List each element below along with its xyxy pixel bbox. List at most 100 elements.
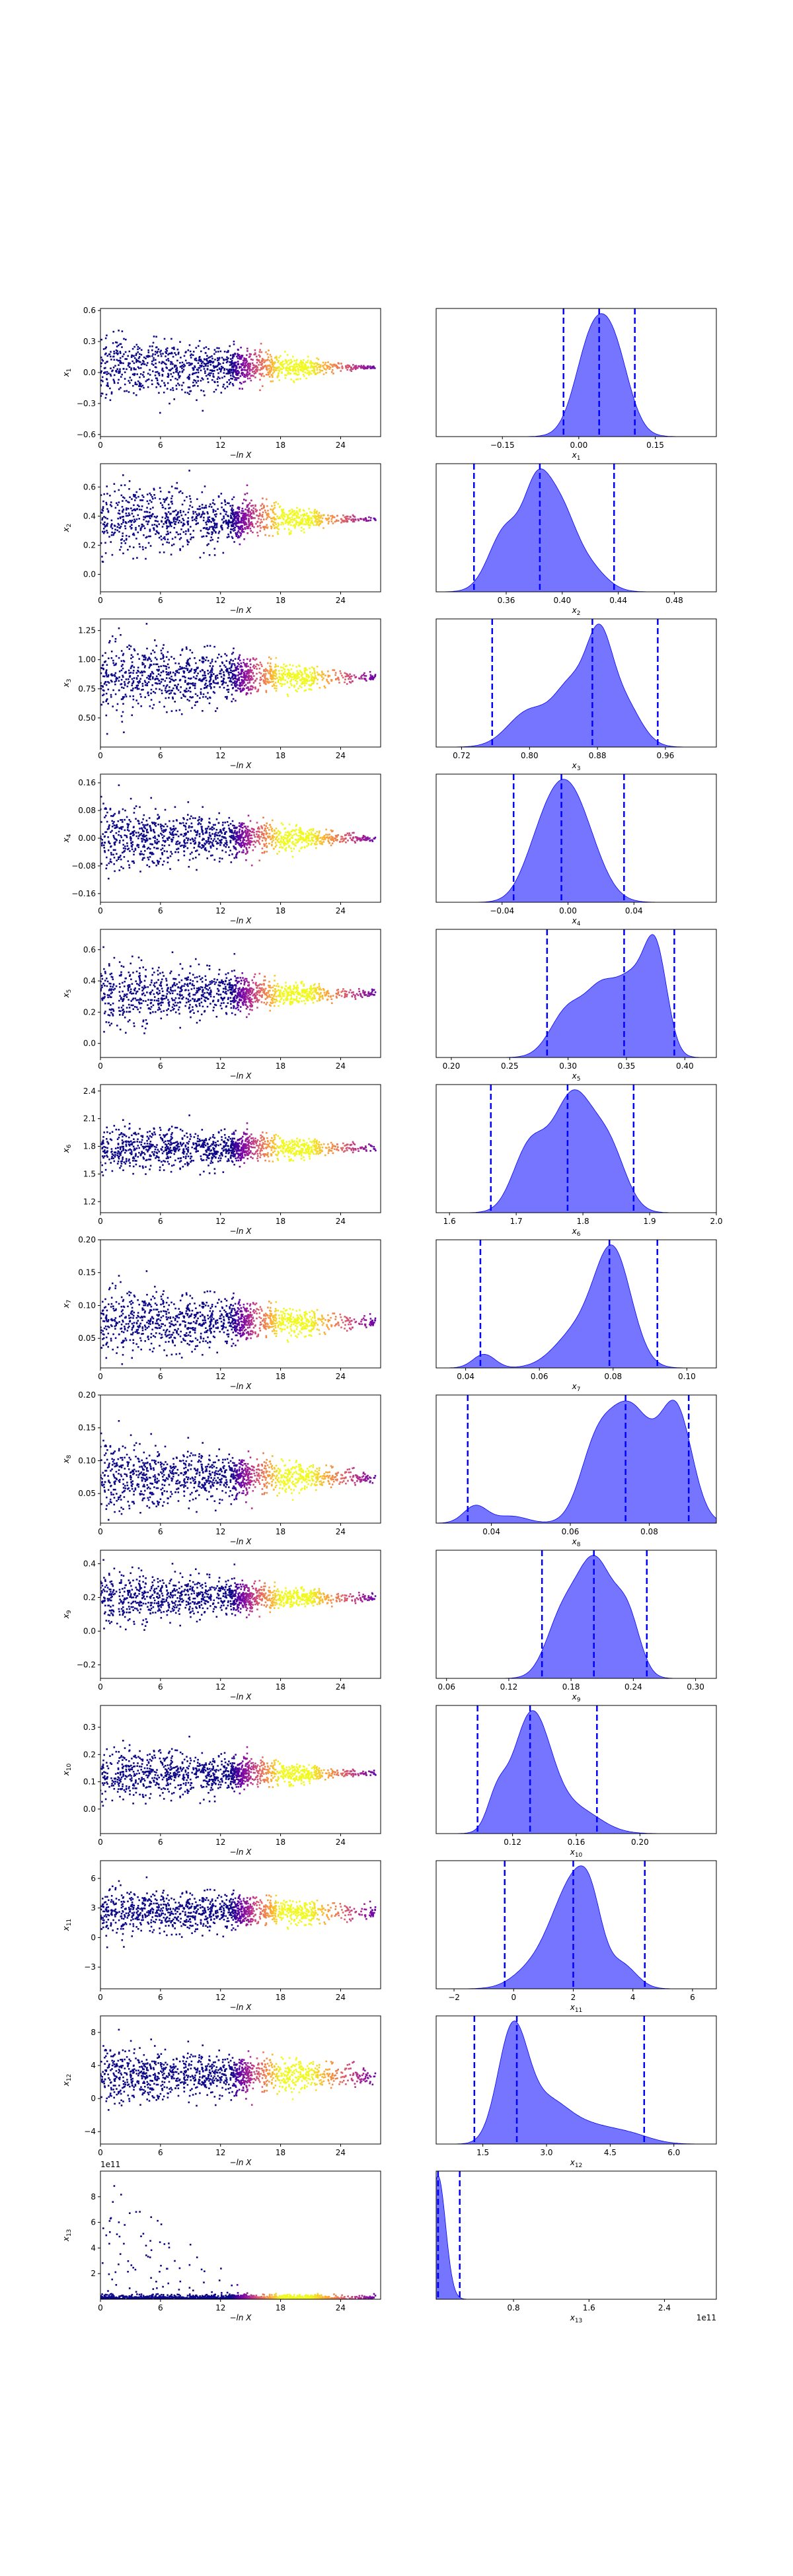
scatter-point (113, 352, 116, 355)
scatter-point (313, 367, 315, 370)
scatter-point (265, 833, 268, 836)
scatter-point (160, 658, 162, 660)
scatter-point (106, 503, 108, 505)
scatter-point (235, 532, 237, 534)
scatter-point (193, 379, 195, 381)
scatter-point (249, 843, 252, 846)
scatter-point (264, 677, 266, 679)
scatter-point (367, 365, 369, 367)
scatter-point (124, 542, 127, 544)
scatter-point (106, 384, 109, 386)
scatter-point (262, 519, 265, 520)
scatter-point (179, 549, 181, 552)
scatter-point (155, 346, 158, 348)
scatter-point (251, 688, 253, 690)
scatter-point (216, 707, 218, 709)
scatter-point (243, 538, 245, 540)
scatter-point (190, 526, 192, 528)
scatter-point (268, 513, 270, 515)
scatter-point (198, 822, 200, 824)
scatter-point (221, 502, 223, 505)
scatter-point (132, 347, 134, 350)
scatter-point (104, 807, 107, 809)
scatter-point (358, 519, 359, 522)
scatter-point (119, 517, 122, 519)
scatter-point (261, 831, 263, 834)
scatter-point (104, 397, 107, 399)
scatter-point (169, 833, 172, 835)
scatter-point (277, 533, 280, 535)
scatter-point (121, 516, 124, 518)
scatter-point (133, 826, 135, 828)
scatter-point (227, 370, 229, 372)
scatter-point (250, 512, 252, 515)
scatter-point (169, 686, 170, 688)
scatter-point (287, 695, 289, 698)
scatter-point (232, 373, 234, 375)
scatter-point (143, 519, 145, 520)
scatter-point (229, 354, 232, 357)
scatter-point (305, 678, 307, 680)
scatter-point (256, 830, 258, 833)
scatter-point (156, 351, 158, 354)
scatter-point (154, 639, 156, 641)
scatter-point (122, 508, 125, 511)
scatter-point (179, 511, 182, 514)
scatter-point (182, 822, 184, 824)
scatter-point (248, 522, 250, 525)
scatter-point (315, 524, 317, 526)
scatter-point (123, 856, 126, 858)
scatter-point (319, 520, 321, 522)
scatter-point (250, 369, 253, 371)
scatter-point (224, 832, 226, 834)
scatter-point (124, 845, 126, 847)
scatter-point (241, 672, 243, 675)
scatter-point (266, 669, 268, 671)
scatter-point (333, 669, 336, 671)
scatter-point (135, 526, 137, 529)
scatter-point (328, 682, 330, 684)
scatter-point (252, 513, 255, 515)
scatter-point (248, 353, 251, 355)
scatter-point (106, 522, 108, 525)
scatter-point (237, 377, 240, 379)
scatter-point (264, 678, 267, 680)
scatter-point (292, 843, 294, 845)
scatter-point (271, 359, 274, 362)
scatter-point (126, 522, 128, 524)
scatter-point (317, 839, 319, 841)
scatter-point (332, 363, 335, 366)
scatter-point (187, 682, 190, 684)
scatter-point (246, 692, 248, 694)
scatter-point (202, 806, 204, 808)
scatter-point (144, 824, 146, 826)
scatter-point (249, 355, 251, 357)
scatter-point (274, 663, 277, 666)
scatter-point (245, 832, 247, 834)
scatter-point (102, 509, 104, 512)
scatter-point (282, 683, 284, 686)
scatter-point (173, 829, 176, 831)
scatter-point (196, 498, 198, 500)
scatter-point (241, 670, 243, 672)
scatter-point (269, 365, 272, 367)
scatter-point (305, 668, 307, 670)
scatter-point (280, 836, 282, 838)
scatter-point (165, 685, 168, 688)
scatter-point (118, 372, 120, 374)
scatter-point (181, 361, 184, 364)
scatter-point (261, 367, 263, 370)
scatter-point (106, 530, 108, 532)
scatter-point (215, 526, 218, 528)
scatter-point (102, 380, 104, 382)
scatter-point (269, 665, 271, 667)
scatter-point (261, 363, 263, 365)
scatter-point (165, 512, 167, 515)
scatter-point (299, 670, 301, 672)
scatter-point (161, 692, 163, 694)
scatter-point (218, 530, 221, 532)
scatter-point (350, 516, 352, 519)
scatter-point (303, 667, 305, 670)
x-tick-label: 0.00 (570, 441, 587, 450)
scatter-point (281, 516, 283, 519)
